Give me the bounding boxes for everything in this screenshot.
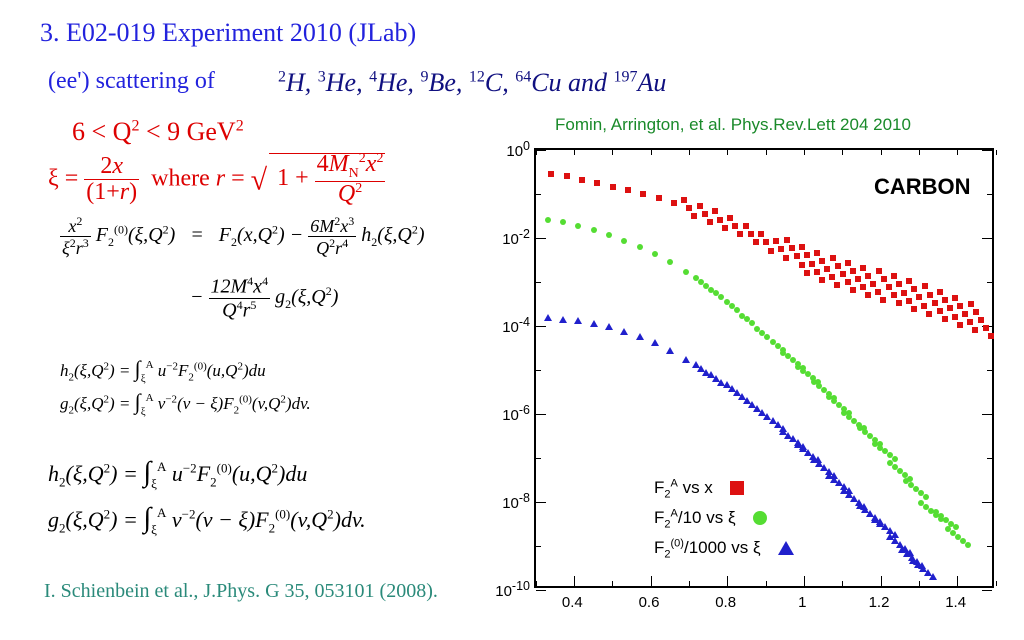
f2-relation: x2ξ2r3 F2(0)(ξ,Q2) = F2(x,Q2) − 6M2x3Q2r… — [60, 215, 425, 258]
q2-range: 6 < Q2 < 9 GeV2 — [72, 117, 244, 147]
h2-g2-big: h2(ξ,Q2) = ∫ξA u−2F2(0)(u,Q2)du g2(ξ,Q2)… — [48, 450, 366, 542]
citation-schienbein: I. Schienbein et al., J.Phys. G 35, 0531… — [44, 580, 438, 603]
carbon-chart: 0.40.60.811.21.410010-210-410-610-810-10… — [480, 140, 1016, 640]
citation-fomin: Fomin, Arrington, et al. Phys.Rev.Lett 2… — [555, 115, 911, 135]
xi-definition: ξ = 2x(1+r) where r = √ 1 + 4MN2x2Q2 — [48, 152, 385, 208]
h2-g2-small: h2(ξ,Q2) = ∫ξA u−2F2(0)(u,Q2)du g2(ξ,Q2)… — [60, 354, 311, 420]
f2-relation-line2: − 12M4x4Q4r5 g2(ξ,Q2) — [190, 275, 338, 321]
section-title: 3. E02-019 Experiment 2010 (JLab) — [40, 18, 416, 48]
nuclei-list: 2H, 3He, 4He, 9Be, 12C, 64Cu and 197Au — [278, 68, 666, 98]
subtitle-prefix: (ee') scattering of — [48, 68, 215, 95]
